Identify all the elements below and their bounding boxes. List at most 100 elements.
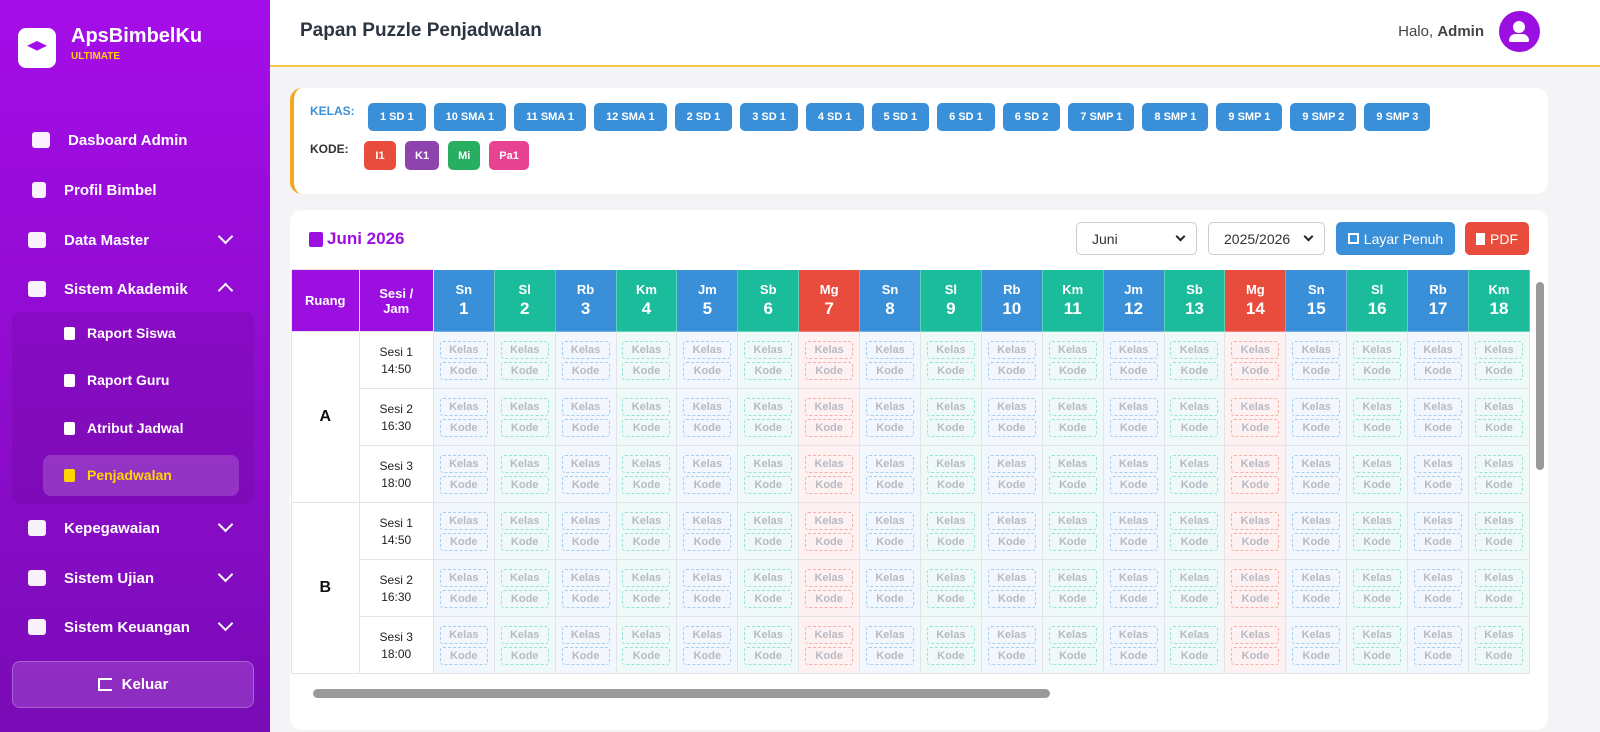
code-slot[interactable]: Kode (1170, 361, 1219, 380)
code-slot[interactable]: Kode (1474, 646, 1523, 665)
slot-cell[interactable]: Kelas Kode (1224, 445, 1287, 503)
code-slot[interactable]: Kode (1231, 475, 1280, 494)
code-slot[interactable]: Kode (1353, 646, 1402, 665)
code-slot[interactable]: Kode (926, 418, 975, 437)
code-slot[interactable]: Kode (744, 361, 793, 380)
slot-cell[interactable]: Kelas Kode (1041, 502, 1104, 560)
slot-cell[interactable]: Kelas Kode (1346, 502, 1409, 560)
class-slot[interactable]: Kelas (1474, 625, 1523, 644)
class-slot[interactable]: Kelas (683, 511, 732, 530)
class-chip[interactable]: 9 SMP 1 (1216, 103, 1283, 131)
class-slot[interactable]: Kelas (561, 340, 610, 359)
code-slot[interactable]: Kode (1231, 646, 1280, 665)
code-slot[interactable]: Kode (926, 361, 975, 380)
slot-cell[interactable]: Kelas Kode (554, 445, 617, 503)
code-slot[interactable]: Kode (439, 418, 488, 437)
slot-cell[interactable]: Kelas Kode (432, 559, 495, 617)
code-slot[interactable]: Kode (1292, 475, 1341, 494)
slot-cell[interactable]: Kelas Kode (554, 559, 617, 617)
slot-cell[interactable]: Kelas Kode (432, 502, 495, 560)
class-slot[interactable]: Kelas (1414, 340, 1463, 359)
code-slot[interactable]: Kode (987, 475, 1036, 494)
slot-cell[interactable]: Kelas Kode (615, 616, 678, 674)
code-slot[interactable]: Kode (744, 475, 793, 494)
code-slot[interactable]: Kode (683, 646, 732, 665)
class-slot[interactable]: Kelas (866, 511, 915, 530)
code-slot[interactable]: Kode (987, 532, 1036, 551)
nav-item[interactable]: Kepegawaian (28, 516, 160, 540)
slot-cell[interactable]: Kelas Kode (737, 331, 800, 389)
class-slot[interactable]: Kelas (987, 568, 1036, 587)
slot-cell[interactable]: Kelas Kode (798, 388, 861, 446)
slot-cell[interactable]: Kelas Kode (980, 331, 1043, 389)
code-slot[interactable]: Kode (1474, 475, 1523, 494)
code-slot[interactable]: Kode (1048, 532, 1097, 551)
class-chip[interactable]: 12 SMA 1 (594, 103, 667, 131)
code-slot[interactable]: Kode (1414, 646, 1463, 665)
class-chip[interactable]: 6 SD 2 (1002, 103, 1061, 131)
class-slot[interactable]: Kelas (622, 568, 671, 587)
code-slot[interactable]: Kode (1048, 589, 1097, 608)
slot-cell[interactable]: Kelas Kode (1346, 331, 1409, 389)
slot-cell[interactable]: Kelas Kode (493, 502, 556, 560)
class-slot[interactable]: Kelas (500, 625, 549, 644)
class-slot[interactable]: Kelas (1109, 340, 1158, 359)
class-chip[interactable]: 9 SMP 3 (1364, 103, 1431, 131)
class-slot[interactable]: Kelas (622, 340, 671, 359)
slot-cell[interactable]: Kelas Kode (615, 445, 678, 503)
slot-cell[interactable]: Kelas Kode (980, 445, 1043, 503)
code-slot[interactable]: Kode (1474, 589, 1523, 608)
slot-cell[interactable]: Kelas Kode (676, 502, 739, 560)
class-slot[interactable]: Kelas (1231, 568, 1280, 587)
slot-cell[interactable]: Kelas Kode (980, 559, 1043, 617)
code-slot[interactable]: Kode (561, 646, 610, 665)
slot-cell[interactable]: Kelas Kode (1346, 559, 1409, 617)
class-slot[interactable]: Kelas (744, 397, 793, 416)
class-slot[interactable]: Kelas (805, 625, 854, 644)
code-chip[interactable]: I1 (364, 141, 396, 170)
slot-cell[interactable]: Kelas Kode (919, 559, 982, 617)
code-slot[interactable]: Kode (561, 475, 610, 494)
subnav-item[interactable]: Raport Guru (64, 369, 169, 391)
code-slot[interactable]: Kode (1353, 532, 1402, 551)
slot-cell[interactable]: Kelas Kode (615, 559, 678, 617)
class-slot[interactable]: Kelas (1353, 568, 1402, 587)
slot-cell[interactable]: Kelas Kode (1102, 502, 1165, 560)
slot-cell[interactable]: Kelas Kode (1041, 331, 1104, 389)
code-slot[interactable]: Kode (1109, 361, 1158, 380)
slot-cell[interactable]: Kelas Kode (432, 616, 495, 674)
slot-cell[interactable]: Kelas Kode (859, 388, 921, 446)
class-slot[interactable]: Kelas (1048, 454, 1097, 473)
class-slot[interactable]: Kelas (1231, 397, 1280, 416)
code-slot[interactable]: Kode (1170, 475, 1219, 494)
code-slot[interactable]: Kode (1353, 475, 1402, 494)
class-slot[interactable]: Kelas (683, 397, 732, 416)
slot-cell[interactable]: Kelas Kode (1041, 559, 1104, 617)
code-slot[interactable]: Kode (1292, 361, 1341, 380)
class-slot[interactable]: Kelas (805, 454, 854, 473)
slot-cell[interactable]: Kelas Kode (1102, 616, 1165, 674)
code-slot[interactable]: Kode (500, 475, 549, 494)
code-slot[interactable]: Kode (500, 589, 549, 608)
code-slot[interactable]: Kode (926, 475, 975, 494)
slot-cell[interactable]: Kelas Kode (1407, 502, 1469, 560)
class-slot[interactable]: Kelas (1414, 511, 1463, 530)
code-slot[interactable]: Kode (1474, 361, 1523, 380)
class-slot[interactable]: Kelas (1353, 454, 1402, 473)
class-slot[interactable]: Kelas (1353, 511, 1402, 530)
slot-cell[interactable]: Kelas Kode (676, 616, 739, 674)
code-slot[interactable]: Kode (1292, 646, 1341, 665)
code-slot[interactable]: Kode (987, 418, 1036, 437)
slot-cell[interactable]: Kelas Kode (1407, 616, 1469, 674)
slot-cell[interactable]: Kelas Kode (1285, 445, 1348, 503)
slot-cell[interactable]: Kelas Kode (493, 445, 556, 503)
class-slot[interactable]: Kelas (683, 625, 732, 644)
class-slot[interactable]: Kelas (1474, 454, 1523, 473)
code-slot[interactable]: Kode (622, 475, 671, 494)
code-slot[interactable]: Kode (744, 418, 793, 437)
class-slot[interactable]: Kelas (439, 397, 488, 416)
slot-cell[interactable]: Kelas Kode (1467, 388, 1530, 446)
class-slot[interactable]: Kelas (1292, 454, 1341, 473)
slot-cell[interactable]: Kelas Kode (1102, 331, 1165, 389)
code-slot[interactable]: Kode (805, 589, 854, 608)
